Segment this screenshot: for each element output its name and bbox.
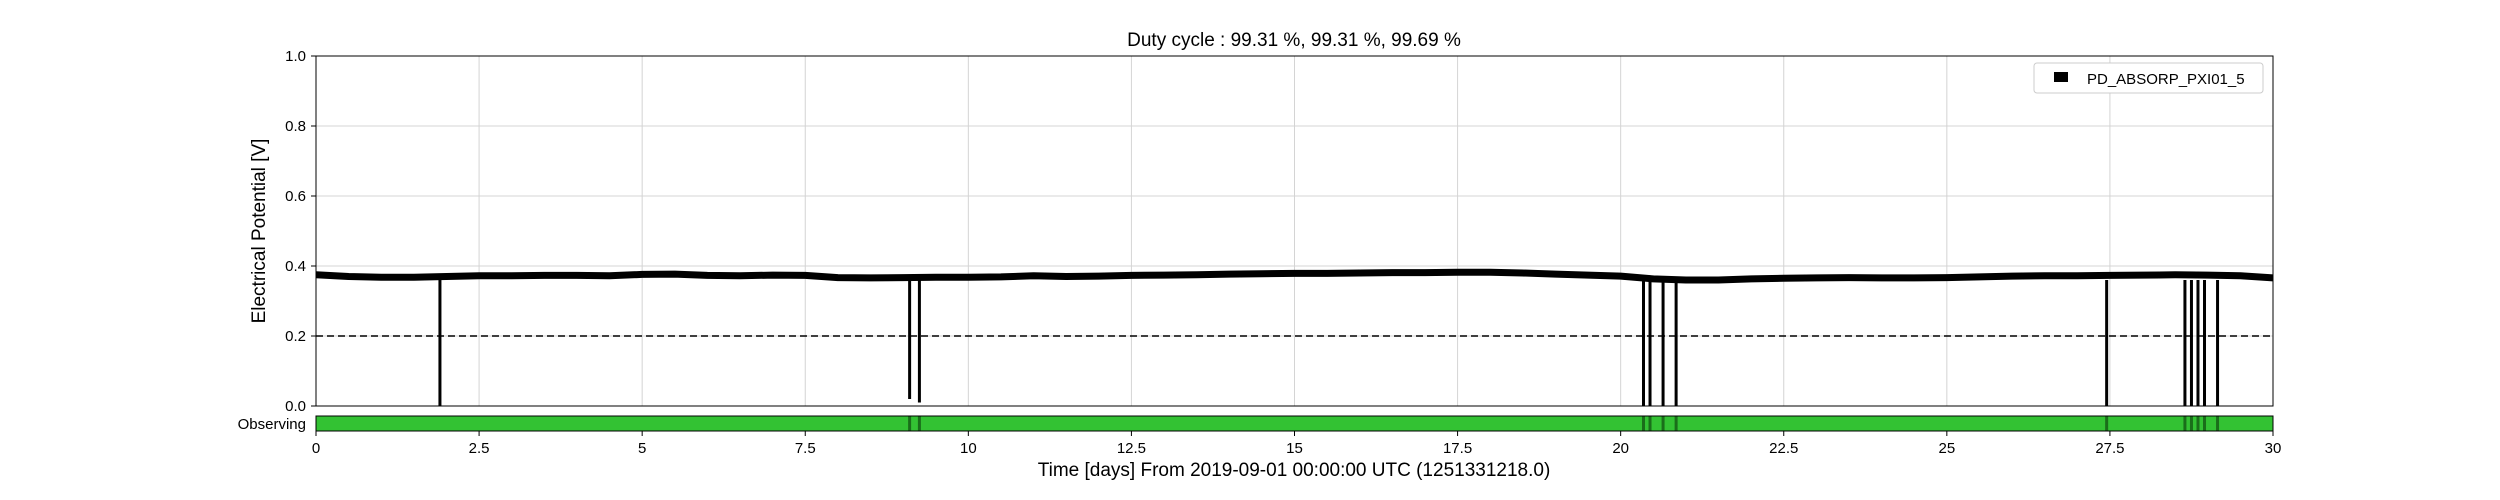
- y-tick-label: 1.0: [285, 48, 306, 65]
- y-tick-label: 0.6: [285, 188, 306, 205]
- y-tick-label: 0.0: [285, 398, 306, 415]
- legend-frame: [2033, 62, 2264, 94]
- y-axis: 0.0 0.2 0.4 0.6 0.8 1.0: [285, 48, 316, 415]
- x-tick-label: 20: [1612, 440, 1629, 457]
- x-tick-label: 30: [2265, 440, 2282, 457]
- y-tick-label: 0.4: [285, 258, 306, 275]
- x-tick-label: 0: [312, 440, 320, 457]
- series-group: [315, 268, 2274, 284]
- x-tick-label: 2.5: [469, 440, 490, 457]
- segment-gap: [2183, 416, 2187, 431]
- segment-gap: [2216, 416, 2220, 431]
- y-tick-label: 0.8: [285, 118, 306, 135]
- segment-gap: [2196, 416, 2200, 431]
- x-tick-label: 22.5: [1769, 440, 1798, 457]
- x-axis: 0 2.5 5 7.5 10 12.5 15 17.5 20 22.5 25 27.5 30: [312, 431, 2282, 457]
- x-tick-label: 17.5: [1443, 440, 1472, 457]
- segment-gap: [908, 416, 912, 431]
- legend-entry: PD_ABSORP_PXI01_5: [2087, 71, 2245, 88]
- segment-gap: [1661, 416, 1665, 431]
- segment-gap: [917, 416, 921, 431]
- x-axis-label: Time [days] From 2019-09-01 00:00:00 UTC…: [1038, 460, 1551, 481]
- x-tick-label: 27.5: [2095, 440, 2124, 457]
- legend: PD_ABSORP_PXI01_5: [2033, 62, 2264, 94]
- segment-gap: [2203, 416, 2207, 431]
- plot-frame: [315, 55, 2274, 407]
- y-tick-label: 0.2: [285, 328, 306, 345]
- spikes-group: [438, 280, 2220, 406]
- y-axis-label: Electrical Potential [V]: [249, 139, 270, 324]
- chart-title: Duty cycle : 99.31 %, 99.31 %, 99.69 %: [1127, 30, 1461, 51]
- segment-active: [316, 416, 2273, 431]
- x-tick-label: 5: [638, 440, 646, 457]
- segment-gap: [2105, 416, 2109, 431]
- segment-gap: [1648, 416, 1652, 431]
- x-tick-label: 10: [960, 440, 977, 457]
- grid: [315, 55, 2274, 407]
- segment-gap: [2189, 416, 2193, 431]
- x-tick-label: 15: [1286, 440, 1303, 457]
- segment-gap: [1674, 416, 1678, 431]
- segment-bar-label: Observing: [238, 416, 306, 433]
- legend-swatch: [2054, 72, 2068, 82]
- segment-gap: [1641, 416, 1645, 431]
- x-tick-label: 12.5: [1117, 440, 1146, 457]
- segment-bar: [315, 415, 2274, 432]
- x-tick-label: 7.5: [795, 440, 816, 457]
- x-tick-label: 25: [1938, 440, 1955, 457]
- series-line-0: [315, 268, 2274, 284]
